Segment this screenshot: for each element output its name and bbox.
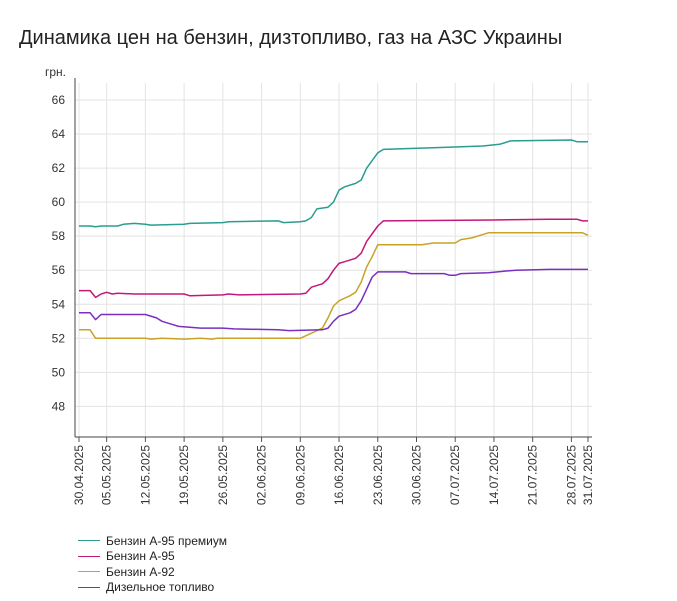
legend-label: Бензин А-92 <box>106 564 175 579</box>
legend-item: Дизельное топливо <box>78 580 227 596</box>
legend-item: Бензин А-92 <box>78 564 227 580</box>
y-tick-label: 64 <box>52 127 66 141</box>
x-tick-label: 30.04.2025 <box>72 445 86 505</box>
legend-label: Бензин А-95 премиум <box>106 533 227 548</box>
x-tick-label: 05.05.2025 <box>100 445 114 505</box>
legend-swatch <box>78 540 100 542</box>
x-tick-label: 14.07.2025 <box>487 445 501 505</box>
series-line <box>79 268 588 332</box>
series-line <box>79 232 589 340</box>
x-tick-label: 12.05.2025 <box>138 445 152 505</box>
x-tick-label: 26.05.2025 <box>216 445 230 505</box>
legend-item: Бензин А-95 <box>78 549 227 565</box>
x-tick-label: 31.07.2025 <box>581 445 595 505</box>
legend-item: Бензин А-95 премиум <box>78 533 227 549</box>
line-chart: 48 50 52 54 56 58 60 62 64 66 30.04.2025 05.05.2025… <box>45 65 595 505</box>
y-tick-label: 54 <box>52 297 66 311</box>
y-tick-label: 62 <box>52 161 66 175</box>
x-tick-label: 16.06.2025 <box>332 445 346 505</box>
series-line <box>79 139 588 228</box>
y-tick-label: 50 <box>52 365 66 379</box>
y-tick-label: 52 <box>52 331 66 345</box>
legend-label: Дизельное топливо <box>106 580 215 595</box>
x-tick-label: 09.06.2025 <box>293 445 307 505</box>
y-tick-label: 48 <box>52 399 66 413</box>
x-tick-label: 19.05.2025 <box>177 445 191 505</box>
legend-swatch <box>78 586 100 588</box>
y-tick-label: 56 <box>52 263 66 277</box>
chart-title: Динамика цен на бензин, дизтопливо, газ … <box>19 27 563 49</box>
x-tick-label: 21.07.2025 <box>526 445 540 505</box>
x-tick-label: 23.06.2025 <box>371 445 385 505</box>
x-tick-label: 28.07.2025 <box>564 445 578 505</box>
chart-legend: Бензин А-95 премиум Бензин А-95 Бензин А-9… <box>78 533 227 595</box>
y-axis-label: грн. <box>45 65 66 79</box>
series-line <box>79 218 588 299</box>
legend-label: Бензин А-95 <box>106 549 175 564</box>
y-tick-label: 60 <box>52 195 66 209</box>
x-tick-label: 30.06.2025 <box>409 445 423 505</box>
x-tick-label: 07.07.2025 <box>448 445 462 505</box>
legend-swatch <box>78 571 100 573</box>
y-tick-label: 66 <box>52 93 66 107</box>
x-tick-label: 02.06.2025 <box>255 445 269 505</box>
y-tick-label: 58 <box>52 229 66 243</box>
legend-swatch <box>78 555 100 557</box>
